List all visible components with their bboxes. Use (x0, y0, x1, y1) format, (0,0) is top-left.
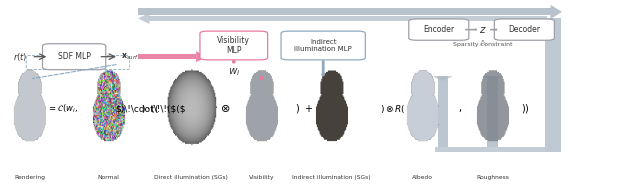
Text: $)\otimes R($: $)\otimes R($ (380, 103, 406, 115)
Bar (438, 76, 448, 147)
Text: $\mathbf{\mathit{z}}$: $\mathbf{\mathit{z}}$ (479, 25, 486, 35)
Text: $))$: $))$ (521, 102, 530, 115)
FancyBboxPatch shape (409, 19, 468, 40)
Text: Sparsity constraint: Sparsity constraint (453, 42, 513, 47)
FancyBboxPatch shape (281, 31, 365, 60)
Text: Visibility
MLP: Visibility MLP (218, 36, 250, 55)
Text: Indirect
illumination MLP: Indirect illumination MLP (294, 39, 352, 52)
FancyBboxPatch shape (42, 44, 106, 70)
Text: Normal: Normal (97, 174, 119, 180)
Polygon shape (550, 5, 562, 19)
Polygon shape (433, 76, 453, 81)
Bar (545, 18, 561, 152)
Bar (435, 147, 545, 152)
Bar (487, 76, 497, 147)
Text: Encoder: Encoder (423, 25, 454, 34)
Text: $+$: $+$ (304, 103, 313, 114)
Bar (150, 16, 547, 21)
Bar (138, 54, 196, 59)
Bar (138, 8, 550, 15)
Text: Indirect illumination (SGs): Indirect illumination (SGs) (292, 174, 370, 180)
Text: Rendering: Rendering (14, 174, 45, 180)
Polygon shape (482, 76, 502, 81)
Text: $\mathbf{\mathit{w}}_i$: $\mathbf{\mathit{w}}_i$ (227, 67, 240, 78)
Text: Direct illumination (SGs): Direct illumination (SGs) (154, 174, 228, 180)
Polygon shape (138, 13, 150, 24)
Text: $= \mathcal{C}(w_i,$: $= \mathcal{C}(w_i,$ (47, 103, 77, 115)
FancyBboxPatch shape (494, 19, 554, 40)
Polygon shape (196, 51, 206, 62)
Text: $)\!\cdot\!\!($($: $)\!\cdot\!\!($($ (115, 104, 186, 113)
FancyBboxPatch shape (200, 31, 268, 60)
Text: Decoder: Decoder (508, 25, 540, 34)
Text: Roughness: Roughness (476, 174, 509, 180)
Text: $,$: $,$ (458, 104, 463, 114)
Text: Albedo: Albedo (412, 174, 433, 180)
Text: $)$: $)$ (294, 102, 300, 115)
Text: $\mathit{\mathbf{x}}_{surf}$: $\mathit{\mathbf{x}}_{surf}$ (121, 52, 139, 62)
Text: $r(t)$: $r(t)$ (13, 51, 28, 63)
Text: $)\cdot(($: $)\cdot(($ (141, 103, 159, 115)
Text: $\otimes$: $\otimes$ (220, 103, 230, 114)
Text: SDF MLP: SDF MLP (58, 52, 91, 61)
Text: Visibility: Visibility (248, 174, 274, 180)
